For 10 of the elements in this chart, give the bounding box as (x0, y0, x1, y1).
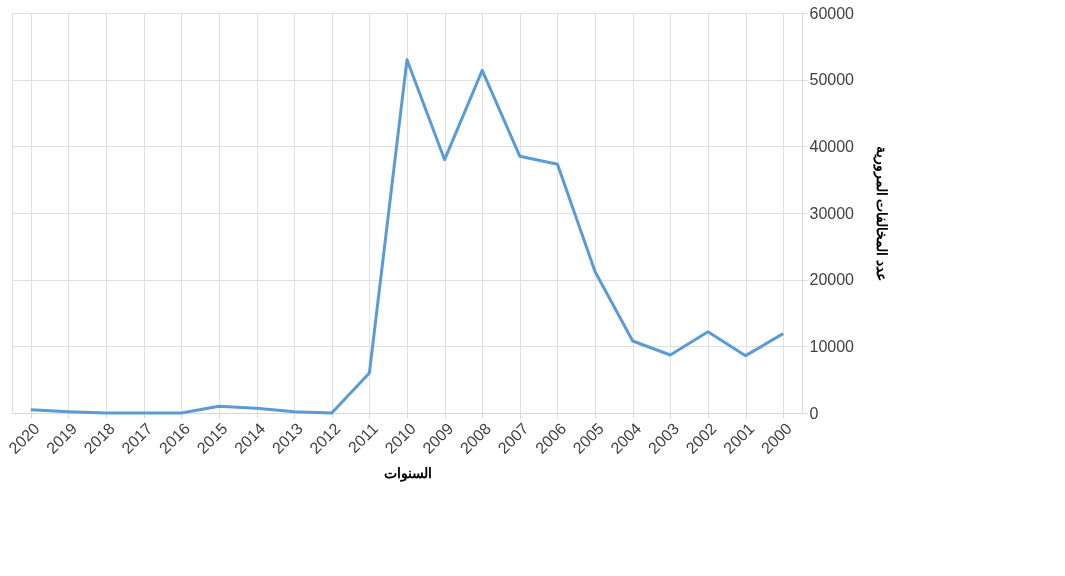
x-axis-title: السنوات (383, 464, 432, 482)
y-tick-label: 30000 (809, 204, 855, 222)
line-series (29, 58, 785, 415)
y-tick-label: 0 (809, 404, 819, 422)
y-tick-label: 50000 (809, 71, 855, 89)
y-tick-label: 40000 (809, 137, 855, 155)
y-tick-label: 20000 (809, 271, 855, 289)
y-tick-label: 60000 (809, 4, 855, 22)
y-tick-label: 10000 (809, 337, 855, 355)
y-axis-title: عدد المخالفات المرورية (872, 145, 890, 282)
